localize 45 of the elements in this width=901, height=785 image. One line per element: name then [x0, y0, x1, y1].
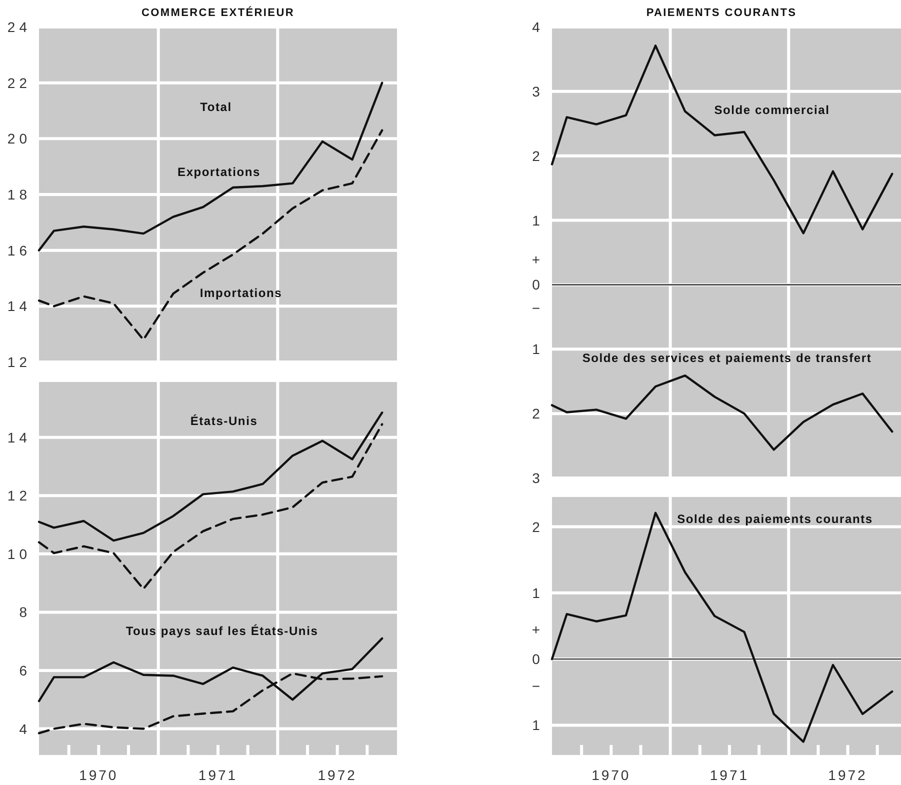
y-tick-label: 1 — [532, 584, 544, 601]
series-label: Solde commercial — [714, 103, 830, 117]
annotation: États-Unis — [190, 414, 258, 428]
y-tick-label: 3 — [532, 83, 544, 100]
x-tick-label: 1971 — [198, 767, 238, 783]
text: Solde des services et paiements de transfert — [582, 351, 872, 365]
y-tick-label: 18 — [7, 186, 31, 202]
x-tick-label: 1972 — [318, 767, 357, 783]
y-tick-label: 4 — [19, 720, 31, 737]
chart-title: COMMERCE EXTÉRIEUR — [142, 6, 294, 19]
series-label: Importations — [200, 286, 282, 300]
y-tick-label: + — [532, 621, 544, 638]
y-tick-label: 1 — [532, 212, 544, 228]
y-tick-label: 12 — [7, 354, 31, 370]
y-tick-label: 14 — [7, 429, 31, 446]
annotation: Tous pays sauf les États-Unis — [126, 624, 318, 638]
y-tick-label: 8 — [19, 604, 31, 620]
series-label: Solde des paiements courants — [677, 512, 873, 526]
x-tick-label: 1971 — [710, 767, 750, 783]
y-tick-label: 24 — [7, 19, 31, 35]
y-tick-label: 6 — [19, 662, 31, 678]
x-tick-label: 1970 — [592, 767, 631, 783]
y-tick-label: 2 — [532, 148, 544, 164]
y-tick-label: 2 — [532, 406, 544, 422]
annotation: Total — [200, 100, 232, 114]
y-tick-label: + — [532, 252, 544, 268]
y-tick-label: 22 — [7, 74, 31, 91]
y-tick-label: 1 — [532, 341, 544, 358]
y-tick-label: 12 — [7, 488, 31, 504]
y-tick-label: 3 — [532, 470, 544, 486]
x-tick-label: 1970 — [79, 767, 118, 783]
series-label: Exportations — [178, 165, 260, 179]
y-tick-label: 16 — [7, 242, 31, 258]
y-tick-label: 0 — [532, 651, 544, 668]
chart-title: PAIEMENTS COURANTS — [646, 7, 797, 19]
y-tick-label: 14 — [7, 298, 31, 314]
y-tick-label: 10 — [7, 546, 31, 562]
y-tick-label: − — [532, 300, 544, 316]
y-tick-label: − — [532, 678, 544, 694]
y-tick-label: 0 — [532, 276, 544, 293]
y-tick-label: 1 — [532, 717, 544, 734]
x-tick-label: 1972 — [828, 767, 868, 783]
y-tick-label: 2 — [532, 518, 544, 535]
y-tick-label: 4 — [532, 19, 544, 35]
y-tick-label: 20 — [7, 130, 31, 147]
